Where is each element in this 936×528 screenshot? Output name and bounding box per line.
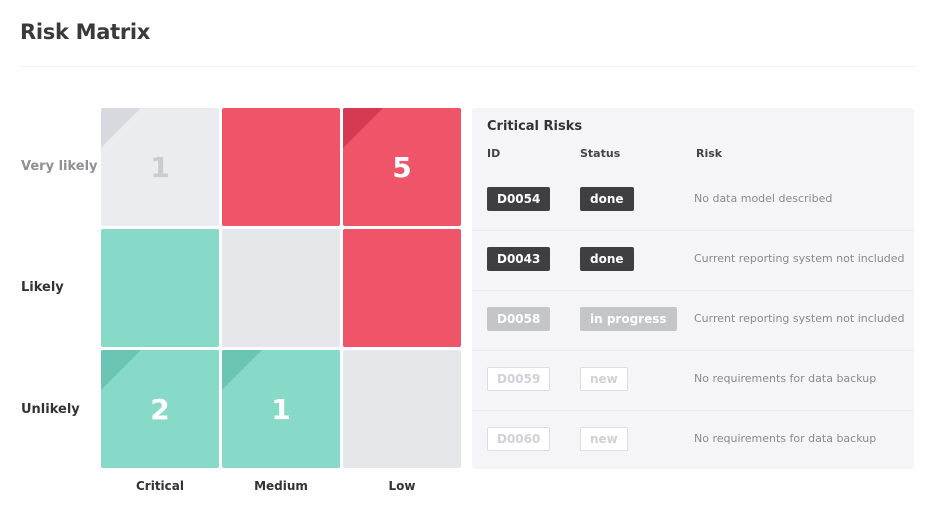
corner-marker: [222, 350, 262, 390]
col-label-low: Low: [388, 479, 416, 493]
risk-description: Current reporting system not included: [694, 252, 905, 265]
risk-id-badge[interactable]: D0059: [487, 367, 551, 391]
matrix-cell-unlikely-critical[interactable]: 2: [101, 350, 219, 468]
status-badge: done: [580, 247, 634, 271]
table-row[interactable]: D0059 new No requirements for data backu…: [472, 350, 914, 410]
row-label-very-likely: Very likely: [21, 159, 98, 174]
matrix-cell-very-likely-medium[interactable]: [222, 108, 340, 226]
table-row[interactable]: D0054 done No data model described: [472, 170, 914, 230]
cell-count: 2: [150, 392, 170, 426]
matrix-cell-likely-critical[interactable]: [101, 229, 219, 347]
matrix-cell-likely-low[interactable]: [343, 229, 461, 347]
risk-description: No requirements for data backup: [694, 432, 877, 445]
row-divider: [472, 290, 914, 291]
page-title: Risk Matrix: [20, 20, 151, 44]
status-badge: new: [580, 367, 628, 391]
panel-title: Critical Risks: [487, 119, 583, 134]
row-label-unlikely: Unlikely: [21, 402, 80, 417]
column-header-status: Status: [580, 147, 621, 160]
table-row[interactable]: D0058 in progress Current reporting syst…: [472, 290, 914, 350]
row-divider: [472, 230, 914, 231]
matrix-cell-unlikely-medium[interactable]: 1: [222, 350, 340, 468]
cell-count: 5: [392, 150, 412, 184]
row-label-likely: Likely: [21, 280, 64, 295]
risk-id-badge[interactable]: D0043: [487, 247, 551, 271]
table-row[interactable]: D0060 new No requirements for data backu…: [472, 410, 914, 470]
risk-id-badge[interactable]: D0060: [487, 427, 551, 451]
risk-description: No data model described: [694, 192, 833, 205]
row-divider: [472, 410, 914, 411]
col-label-medium: Medium: [254, 479, 308, 493]
risk-description: Current reporting system not included: [694, 312, 905, 325]
risk-matrix-grid: 1 5 2 1: [101, 108, 461, 468]
matrix-cell-very-likely-critical[interactable]: 1: [101, 108, 219, 226]
matrix-cell-very-likely-low[interactable]: 5: [343, 108, 461, 226]
risk-id-badge[interactable]: D0058: [487, 307, 551, 331]
cell-count: 1: [271, 392, 291, 426]
corner-marker: [101, 108, 141, 148]
cell-count: 1: [150, 150, 170, 184]
matrix-cell-unlikely-low[interactable]: [343, 350, 461, 468]
column-header-id: ID: [487, 147, 501, 160]
matrix-cell-likely-medium[interactable]: [222, 229, 340, 347]
corner-marker: [343, 108, 383, 148]
status-badge: in progress: [580, 307, 677, 331]
corner-marker: [101, 350, 141, 390]
row-divider: [472, 350, 914, 351]
column-header-risk: Risk: [696, 147, 723, 160]
critical-risks-panel: Critical Risks ID Status Risk D0054 done…: [472, 108, 914, 469]
risk-id-badge[interactable]: D0054: [487, 187, 551, 211]
risk-description: No requirements for data backup: [694, 372, 877, 385]
status-badge: done: [580, 187, 634, 211]
table-row[interactable]: D0043 done Current reporting system not …: [472, 230, 914, 290]
col-label-critical: Critical: [135, 479, 184, 493]
status-badge: new: [580, 427, 628, 451]
header-divider: [20, 66, 916, 67]
